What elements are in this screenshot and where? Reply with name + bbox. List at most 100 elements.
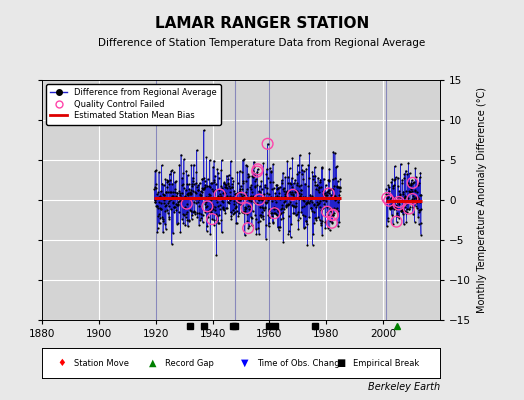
Point [310, 220, 318, 226]
Point [412, 174, 420, 180]
Point [212, 181, 220, 188]
Point [214, 170, 223, 176]
Point [388, 205, 396, 211]
Point [274, 208, 282, 215]
Point [241, 208, 249, 214]
Point [318, 232, 326, 238]
Point [288, 202, 296, 208]
Point [399, 191, 407, 197]
Point [163, 200, 172, 207]
Point [213, 166, 222, 172]
Point [166, 171, 174, 177]
Point [390, 163, 399, 170]
Point [331, 193, 339, 199]
Point [245, 195, 254, 201]
Point [394, 194, 402, 201]
Point [152, 203, 161, 209]
Point [276, 224, 285, 230]
Point [403, 206, 412, 212]
Point [247, 186, 255, 192]
Point [414, 180, 423, 186]
Point [229, 194, 237, 200]
Point [217, 167, 225, 173]
Point [278, 205, 286, 211]
Point [333, 184, 342, 190]
Point [243, 211, 251, 217]
Point [293, 171, 301, 177]
Point [288, 155, 297, 161]
Point [416, 192, 424, 199]
Point [188, 181, 196, 187]
Point [155, 199, 163, 205]
Point [260, 191, 268, 198]
Point [259, 216, 267, 222]
Point [216, 205, 224, 212]
Point [254, 188, 263, 194]
Point [392, 212, 401, 218]
Point [275, 190, 283, 197]
Point [411, 188, 419, 194]
Point [167, 196, 176, 202]
Point [172, 220, 181, 227]
Point [180, 156, 188, 163]
Point [323, 208, 331, 215]
Point [174, 202, 182, 209]
Point [238, 194, 246, 201]
Point [266, 195, 275, 201]
Point [244, 225, 253, 231]
Point [390, 176, 399, 183]
Point [226, 209, 235, 216]
Point [411, 187, 419, 193]
Point [331, 196, 340, 203]
Point [259, 194, 268, 200]
Point [334, 196, 343, 202]
Point [242, 192, 250, 198]
Point [411, 195, 420, 201]
Point [233, 189, 242, 196]
Point [237, 194, 245, 201]
Point [393, 210, 401, 216]
Point [234, 180, 242, 186]
Point [232, 220, 241, 226]
Point [274, 206, 282, 213]
Point [328, 218, 336, 225]
Point [304, 162, 312, 169]
Point [389, 184, 398, 191]
Point [385, 198, 393, 204]
Point [241, 204, 249, 210]
Point [336, 176, 345, 182]
Point [410, 178, 418, 185]
Point [174, 209, 183, 215]
Point [226, 193, 234, 200]
Point [259, 204, 267, 211]
Point [322, 182, 330, 188]
Point [414, 196, 422, 202]
Point [289, 203, 298, 209]
Point [387, 179, 396, 185]
Point [403, 198, 412, 205]
Point [314, 201, 322, 208]
Point [391, 176, 400, 182]
Point [279, 170, 287, 176]
Point [389, 182, 397, 189]
Point [318, 165, 326, 171]
Point [293, 180, 301, 186]
Point [172, 178, 180, 184]
Point [409, 192, 417, 199]
Point [316, 204, 324, 210]
Point [332, 196, 340, 202]
Point [309, 173, 318, 179]
Point [218, 184, 226, 191]
Point [254, 219, 262, 226]
Point [301, 218, 310, 224]
Point [157, 162, 166, 168]
Point [219, 198, 227, 205]
Point [152, 185, 160, 192]
Point [254, 166, 262, 172]
Point [290, 210, 298, 216]
Point [212, 211, 220, 218]
Point [204, 214, 212, 220]
Point [395, 201, 403, 208]
Point [172, 207, 180, 214]
Point [300, 202, 309, 209]
